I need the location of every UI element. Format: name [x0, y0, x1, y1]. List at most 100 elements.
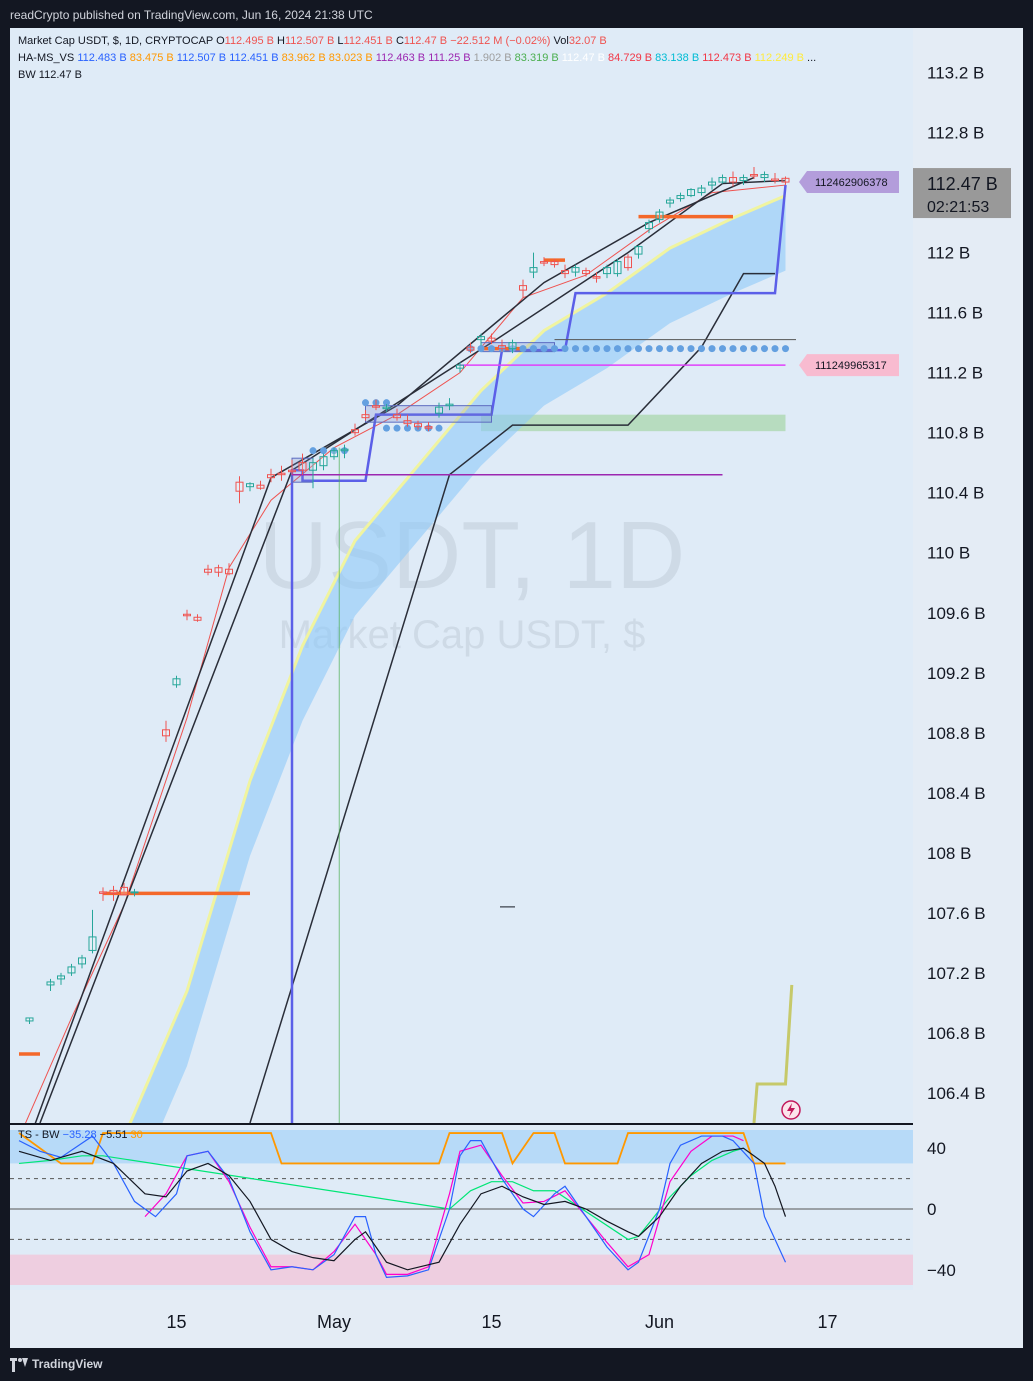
- candle-body-54: [624, 256, 632, 269]
- legend-hams-value-12: 83.138 B: [652, 52, 700, 64]
- dot-marker-0: [614, 345, 621, 353]
- candle-body-44: [519, 285, 527, 291]
- time-axis[interactable]: 15 May 15 Jun 17: [10, 1290, 1023, 1348]
- dot-marker-0: [708, 345, 716, 353]
- osc-upper-zone: [10, 1130, 913, 1164]
- candle-body-37: [445, 403, 454, 407]
- price-tick-3: 112 B: [927, 244, 970, 263]
- legend-hams-value-6: 112.463 B: [372, 52, 426, 64]
- candle-body-11: [172, 678, 181, 686]
- candle-body-58: [666, 199, 674, 204]
- price-tick-13: 108 B: [927, 844, 971, 863]
- dot-marker-0: [666, 345, 674, 353]
- osc-black-line: [18, 1147, 787, 1271]
- legend-osc-v3: 30: [130, 1129, 143, 1141]
- price-tick-4: 111.6 B: [927, 304, 983, 323]
- price-tick-7: 110.4 B: [927, 484, 984, 503]
- dot-marker-0: [540, 345, 548, 353]
- publish-info: readCrypto published on TradingView.com,…: [10, 8, 373, 22]
- candle-body-41: [487, 337, 496, 342]
- dot-marker-0: [635, 345, 642, 353]
- legend-bw-value: 112.47 B: [38, 69, 83, 81]
- candle-body-28: [351, 429, 359, 434]
- candle-body-9: [130, 891, 139, 894]
- candle-body-32: [393, 414, 401, 419]
- price-tick-10: 109.2 B: [927, 664, 986, 683]
- candle-body-21: [277, 472, 286, 476]
- legend-hams-value-5: 83.023 B: [325, 52, 373, 64]
- candle-body-49: [571, 267, 580, 273]
- watermark-symbol: USDT, 1D: [259, 502, 686, 609]
- candle-body-38: [456, 364, 464, 369]
- candle-body-6: [99, 891, 107, 894]
- candle-body-35: [424, 426, 433, 429]
- candle-body-62: [708, 181, 716, 186]
- dot-marker-0: [719, 345, 726, 353]
- candle-body-12: [183, 613, 191, 617]
- osc-orange-line: [18, 1132, 786, 1166]
- legend-hams-value-11: 84.729 B: [604, 52, 653, 64]
- candle-body-13: [193, 616, 202, 621]
- dot-marker-0: [603, 345, 611, 353]
- candle-body-14: [204, 568, 212, 573]
- legend-osc-v2: −5.51: [99, 1129, 128, 1141]
- countdown-label: 02:21:53: [927, 199, 989, 216]
- legend-hams-value-14: 112.249 B: [751, 52, 804, 64]
- osc-tick-2: −40: [927, 1261, 956, 1280]
- dot-marker-2: [435, 424, 443, 432]
- footer: TradingView: [0, 1350, 1033, 1381]
- candle-body-50: [582, 270, 590, 275]
- candle-body-16: [225, 568, 233, 575]
- candle-body-5: [88, 936, 97, 951]
- time-axis-svg[interactable]: 15 May 15 Jun 17: [10, 1290, 1023, 1348]
- legend-open: 112.495 B: [224, 35, 274, 47]
- price-tick-17: 106.4 B: [927, 1084, 986, 1103]
- time-tick-2: 15: [481, 1312, 501, 1332]
- legend-h-label: H: [277, 35, 285, 47]
- publish-header: readCrypto published on TradingView.com,…: [0, 0, 1033, 30]
- dot-marker-3: [309, 447, 317, 455]
- dot-marker-0: [477, 345, 485, 353]
- main-chart[interactable]: USDT, 1D Market Cap USDT, $112462906378 11…: [10, 28, 913, 1123]
- svg-text:111249965317: 111249965317: [815, 360, 887, 372]
- osc-tick-1: 0: [927, 1200, 936, 1219]
- candle-body-19: [256, 484, 265, 489]
- legend-close: 112.47 B: [403, 35, 448, 47]
- time-tick-1: May: [317, 1312, 351, 1332]
- candle-body-52: [603, 267, 611, 275]
- candle-body-67: [760, 174, 769, 179]
- legend-bw-name: BW: [18, 69, 36, 81]
- candle-body-60: [687, 189, 695, 197]
- candle-body-4: [78, 957, 86, 965]
- oscillator-pane[interactable]: TS - BW −35.28 −5.51 30: [10, 1125, 913, 1290]
- legend-vol-label: Vol: [553, 35, 569, 47]
- osc-lower-zone: [10, 1254, 913, 1285]
- price-tick-8: 110 B: [927, 544, 970, 563]
- price-tick-5: 111.2 B: [927, 364, 983, 383]
- price-tick-12: 108.4 B: [927, 784, 986, 803]
- candle-body-34: [414, 423, 422, 428]
- time-tick-4: 17: [817, 1312, 837, 1332]
- candle-body-51: [592, 276, 601, 279]
- candle-body-69: [781, 177, 790, 183]
- legend-hams-value-9: 83.319 B: [511, 52, 559, 64]
- dot-marker-0: [740, 345, 747, 353]
- dot-marker-0: [750, 345, 758, 353]
- candle-body-8: [120, 886, 128, 896]
- yellow-line: [128, 194, 787, 1123]
- candle-body-7: [109, 889, 118, 894]
- oscillator-svg[interactable]: [10, 1125, 913, 1290]
- price-tick-15: 107.2 B: [927, 964, 986, 983]
- legend-c-label: C: [395, 35, 404, 47]
- dot-marker-0: [551, 345, 558, 353]
- legend-hams-value-7: 111.25 B: [425, 52, 471, 64]
- dot-marker-0: [656, 345, 663, 353]
- legend-osc-name: TS - BW: [18, 1129, 60, 1141]
- price-tick-14: 107.6 B: [927, 904, 986, 923]
- candle-body-53: [613, 261, 622, 275]
- dot-marker-1: [383, 399, 390, 407]
- legend-hams-value-1: 83.475 B: [126, 52, 174, 64]
